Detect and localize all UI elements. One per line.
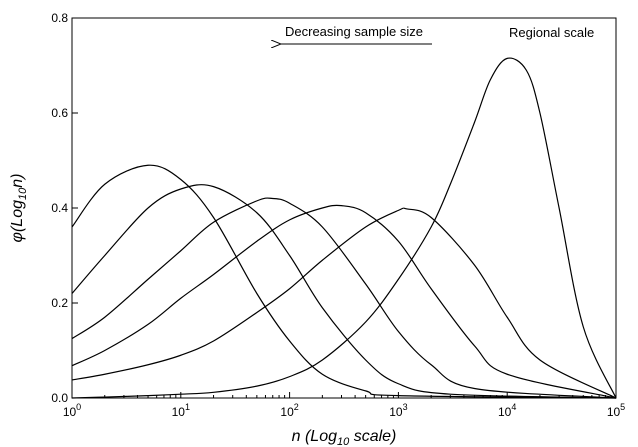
y-tick-label: 0.2 <box>51 296 68 310</box>
series-line-3 <box>71 197 617 399</box>
y-axis-ticks: 0.0 0.2 0.4 0.6 0.8 <box>51 11 78 405</box>
series-line-4 <box>71 204 617 399</box>
series-line-2 <box>71 184 617 399</box>
x-axis-label: n (Log10 scale) <box>292 428 397 447</box>
series-line-5 <box>71 207 617 399</box>
x-axis-ticks: 100 101 102 103 104 105 <box>63 392 625 419</box>
y-tick-label: 0.8 <box>51 11 68 25</box>
x-tick-label: 100 <box>63 402 81 419</box>
corner-label: Regional scale <box>509 25 594 40</box>
arrow-label: Decreasing sample size <box>285 24 423 39</box>
y-tick-label: 0.0 <box>51 391 68 405</box>
plot-frame <box>71 17 617 399</box>
y-axis-label: φ(Log10n) <box>9 174 29 243</box>
x-tick-label: 104 <box>498 402 516 419</box>
series-line-1 <box>71 164 617 399</box>
y-tick-label: 0.4 <box>51 201 68 215</box>
y-tick-label: 0.6 <box>51 106 68 120</box>
series-curves <box>71 57 617 399</box>
x-tick-label: 105 <box>607 402 625 419</box>
series-line-6 <box>71 57 617 399</box>
x-tick-label: 101 <box>172 402 190 419</box>
x-tick-label: 102 <box>280 402 298 419</box>
x-tick-label: 103 <box>389 402 407 419</box>
